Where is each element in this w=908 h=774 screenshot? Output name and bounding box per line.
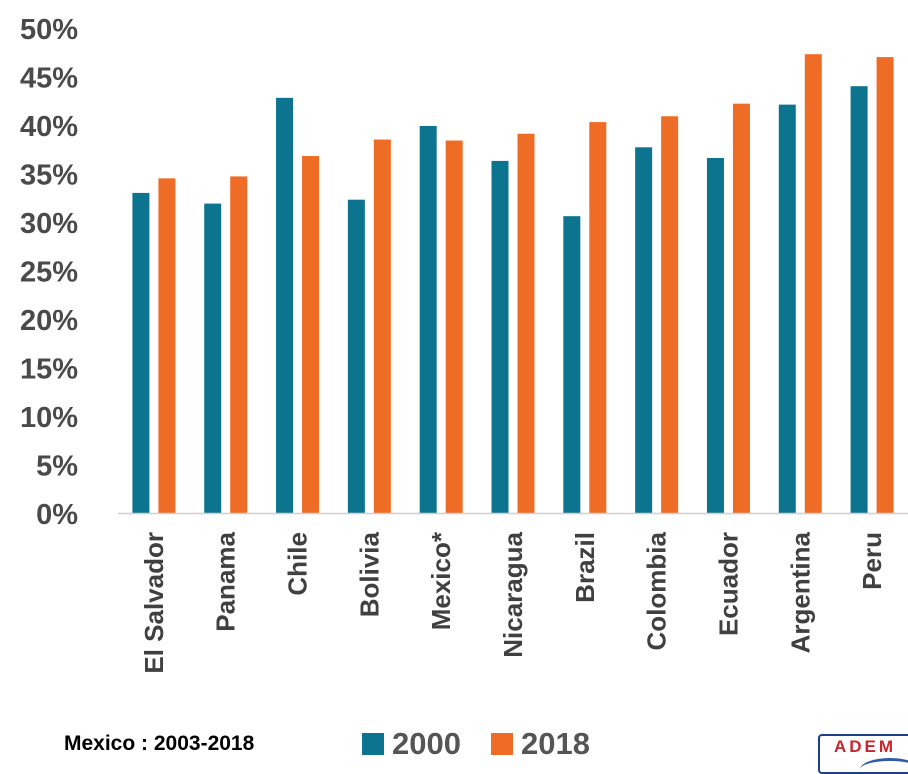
bar-2018 [517,133,535,514]
x-category-label: Brazil [570,532,600,603]
y-tick-label: 0% [36,499,78,531]
bar-2000 [563,216,581,513]
logo-arc [860,758,908,772]
bar-chart: 0% 5% 10% 15% 20% 25% 30% 35% 40% 45% 50% El Salva… [20,14,908,674]
bar-2018 [373,139,391,514]
y-tick-label: 40% [20,111,78,143]
bar-2000 [706,157,724,514]
x-category-label: Chile [283,532,313,596]
bar-2000 [347,199,365,513]
x-category-label: El Salvador [139,532,169,674]
y-tick-label: 45% [20,63,78,95]
legend-label-2000: 2000 [392,726,461,761]
x-category-label: Nicaragua [498,531,528,657]
x-category-label: Panama [211,531,241,631]
bar-2018 [589,122,607,513]
logo: ADEM [818,734,908,774]
bar-2018 [302,156,320,514]
x-category-label: Peru [857,532,887,590]
y-tick-label: 20% [20,305,78,337]
bar-2000 [276,97,294,513]
y-tick-label: 25% [20,257,78,289]
y-tick-label: 50% [20,14,78,46]
bar-2018 [230,176,248,513]
bar-2018 [804,54,822,513]
bar-2000 [204,203,222,513]
y-axis-ticks: 0% 5% 10% 15% 20% 25% 30% 35% 40% 45% 50% [20,14,78,531]
y-tick-label: 15% [20,354,78,386]
legend-item-2018: 2018 [490,726,590,762]
legend-swatch-2000 [362,733,384,755]
legend: 2000 2018 [362,726,620,762]
x-category-label: Ecuador [713,532,743,636]
y-tick-label: 35% [20,160,78,192]
bar-2000 [491,160,509,513]
bar-2000 [778,104,796,513]
y-tick-label: 10% [20,402,78,434]
bar-2018 [732,103,750,513]
bar-2000 [419,125,437,513]
legend-swatch-2018 [490,733,513,755]
y-tick-label: 30% [20,208,78,240]
legend-item-2000: 2000 [362,726,461,762]
x-axis-categories: El Salvador Panama Chile Bolivia Mexico* Nica… [139,531,887,674]
bar-2000 [132,192,150,513]
bar-2000 [635,147,653,513]
logo-text: ADEM [834,737,897,756]
bar-2018 [876,57,894,513]
bar-2018 [158,178,176,513]
bar-2000 [850,86,868,513]
legend-label-2018: 2018 [520,726,590,761]
footnote: Mexico : 2003-2018 [64,732,255,755]
x-category-label: Argentina [785,531,815,653]
bar-2018 [661,116,679,514]
x-category-label: Bolivia [354,531,384,617]
x-category-label: Mexico* [426,531,456,630]
bar-2018 [445,140,463,513]
bars [132,54,894,514]
x-category-label: Colombia [642,531,672,650]
y-tick-label: 5% [36,451,78,483]
